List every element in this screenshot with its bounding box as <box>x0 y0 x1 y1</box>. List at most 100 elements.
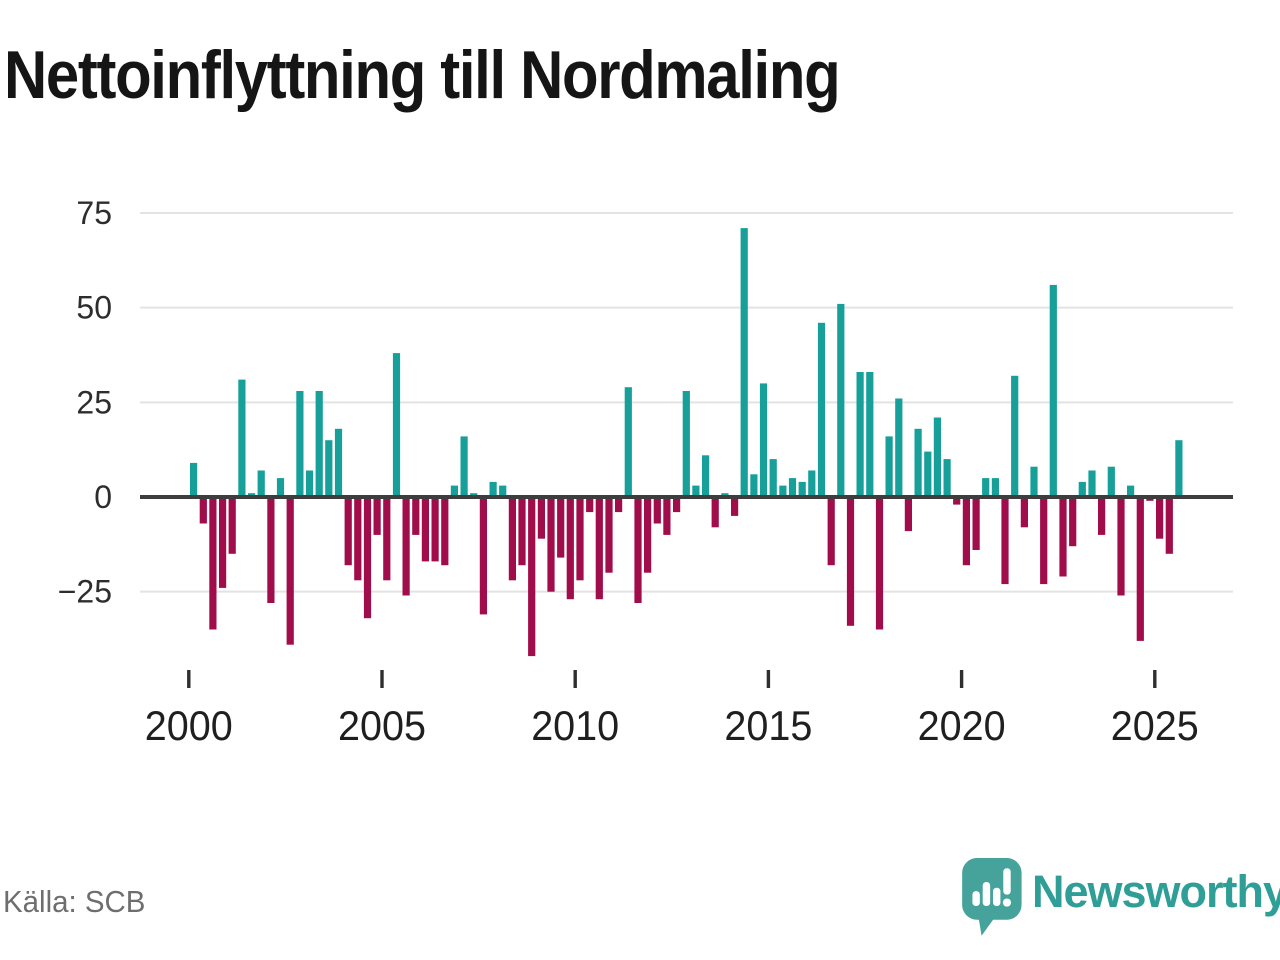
bar <box>286 497 294 645</box>
bar <box>866 372 874 497</box>
bar <box>1011 375 1019 497</box>
bars <box>190 228 1183 657</box>
bar <box>383 497 391 581</box>
bar <box>663 497 671 535</box>
newsworthy-logo: Newsworthy <box>958 858 1280 938</box>
bar <box>933 417 941 497</box>
bar <box>846 497 855 626</box>
svg-text:25: 25 <box>76 384 112 420</box>
x-tick <box>959 670 964 688</box>
bar <box>412 497 420 535</box>
bar <box>624 387 632 497</box>
bar <box>634 497 642 603</box>
bar <box>924 451 932 497</box>
bar <box>431 497 439 562</box>
bar <box>276 478 285 497</box>
bar <box>1049 284 1057 497</box>
bar <box>759 383 768 497</box>
y-axis-labels: 75 50 25 0 −25 <box>58 195 112 610</box>
x-tick-label: 2015 <box>724 702 812 749</box>
bar <box>982 478 990 497</box>
bar <box>644 497 652 573</box>
bar <box>702 455 710 497</box>
bar <box>962 497 970 566</box>
bar <box>740 228 748 497</box>
bar <box>875 497 884 630</box>
bar <box>547 497 555 592</box>
x-tick-label: 2005 <box>338 702 426 749</box>
bar <box>334 428 343 497</box>
bar <box>673 497 681 513</box>
bar <box>325 440 333 497</box>
bar <box>219 497 227 588</box>
bar <box>798 481 806 497</box>
bar <box>1107 466 1115 497</box>
bar <box>1078 481 1086 497</box>
bar <box>895 398 903 497</box>
bar <box>808 470 816 497</box>
bar <box>315 391 323 497</box>
bar <box>267 497 275 603</box>
bar <box>1156 497 1164 539</box>
bar <box>528 497 536 657</box>
bar <box>354 497 362 581</box>
bar <box>557 497 565 558</box>
bar <box>1040 497 1048 585</box>
bar <box>586 497 594 513</box>
bar <box>499 485 507 497</box>
bar <box>972 497 980 550</box>
bar <box>1020 497 1028 528</box>
x-tick <box>380 670 384 688</box>
bar <box>1098 497 1106 535</box>
chart-title: Nettoinflyttning till Nordmaling <box>4 37 841 113</box>
brand-wordmark: Newsworthy <box>1032 866 1280 917</box>
bar <box>769 459 777 497</box>
x-tick-label: 2000 <box>145 702 233 749</box>
svg-text:−25: −25 <box>58 574 112 610</box>
bar <box>1001 497 1009 585</box>
bar <box>421 497 429 562</box>
x-tick-label: 2010 <box>531 702 619 749</box>
x-tick <box>1153 670 1157 688</box>
bar <box>914 428 922 497</box>
bar <box>199 497 207 524</box>
bar <box>508 497 516 581</box>
bar <box>943 459 951 497</box>
bar <box>692 485 700 497</box>
x-tick <box>187 670 191 688</box>
bar <box>1175 440 1183 497</box>
bar <box>653 497 661 524</box>
bar <box>238 379 246 497</box>
bar <box>257 470 265 497</box>
bar <box>750 474 758 497</box>
bar <box>885 436 893 497</box>
bar <box>595 497 603 600</box>
bar <box>402 497 410 596</box>
bar <box>711 497 719 528</box>
bar <box>904 497 912 532</box>
svg-text:50: 50 <box>76 290 112 326</box>
bar <box>1069 497 1077 547</box>
x-tick-label: 2025 <box>1111 702 1199 749</box>
bar <box>576 497 584 581</box>
bar <box>190 462 198 497</box>
svg-text:75: 75 <box>76 195 112 231</box>
bar <box>615 497 623 513</box>
bar <box>373 497 381 535</box>
bar <box>489 481 497 497</box>
bar <box>392 353 401 497</box>
bar <box>1088 470 1096 497</box>
x-axis: 2000 2005 2010 2015 2020 2025 <box>145 670 1199 749</box>
bar <box>566 497 574 600</box>
bar <box>1059 497 1067 577</box>
bar <box>817 322 826 497</box>
bar <box>991 478 999 497</box>
bar <box>209 497 217 630</box>
bar <box>788 478 797 497</box>
bar <box>1127 485 1135 497</box>
bar <box>1136 497 1144 641</box>
bar <box>296 391 304 497</box>
bar <box>537 497 545 539</box>
x-tick <box>766 670 771 688</box>
